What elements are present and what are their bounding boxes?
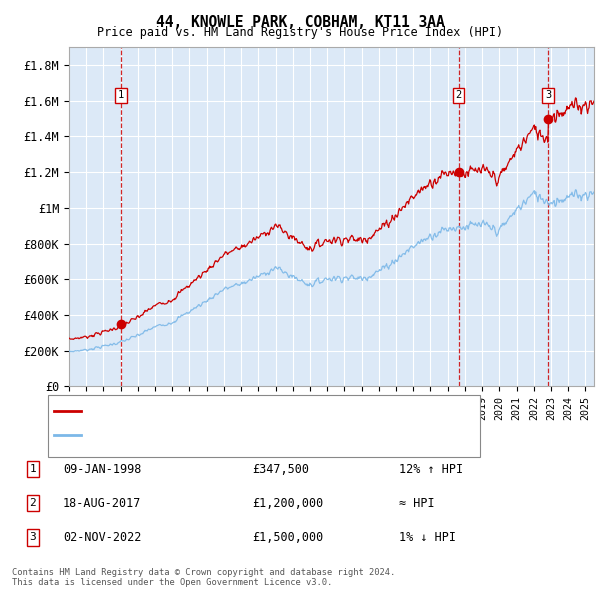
Text: 1: 1 bbox=[29, 464, 37, 474]
Text: Price paid vs. HM Land Registry's House Price Index (HPI): Price paid vs. HM Land Registry's House … bbox=[97, 26, 503, 39]
Text: 3: 3 bbox=[545, 90, 551, 100]
Text: 2: 2 bbox=[455, 90, 461, 100]
Text: 12% ↑ HPI: 12% ↑ HPI bbox=[399, 463, 463, 476]
Text: 3: 3 bbox=[29, 533, 37, 542]
Text: 1% ↓ HPI: 1% ↓ HPI bbox=[399, 531, 456, 544]
Text: Contains HM Land Registry data © Crown copyright and database right 2024.
This d: Contains HM Land Registry data © Crown c… bbox=[12, 568, 395, 587]
Text: 44, KNOWLE PARK, COBHAM, KT11 3AA (detached house): 44, KNOWLE PARK, COBHAM, KT11 3AA (detac… bbox=[85, 407, 410, 416]
Text: 44, KNOWLE PARK, COBHAM, KT11 3AA: 44, KNOWLE PARK, COBHAM, KT11 3AA bbox=[155, 15, 445, 30]
Text: 02-NOV-2022: 02-NOV-2022 bbox=[63, 531, 142, 544]
Text: 09-JAN-1998: 09-JAN-1998 bbox=[63, 463, 142, 476]
Text: 18-AUG-2017: 18-AUG-2017 bbox=[63, 497, 142, 510]
Text: ≈ HPI: ≈ HPI bbox=[399, 497, 434, 510]
Text: £1,200,000: £1,200,000 bbox=[252, 497, 323, 510]
Text: HPI: Average price, detached house, Elmbridge: HPI: Average price, detached house, Elmb… bbox=[85, 430, 378, 440]
Text: 1: 1 bbox=[118, 90, 124, 100]
Text: £1,500,000: £1,500,000 bbox=[252, 531, 323, 544]
Text: £347,500: £347,500 bbox=[252, 463, 309, 476]
Text: 2: 2 bbox=[29, 499, 37, 508]
